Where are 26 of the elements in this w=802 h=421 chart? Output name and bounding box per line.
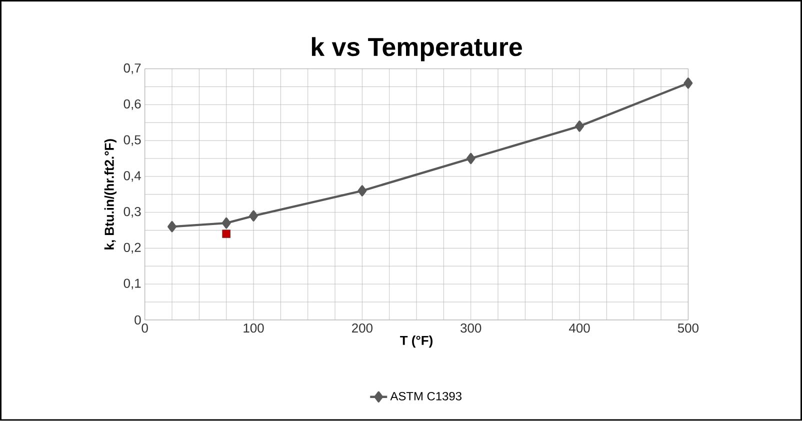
y-tick-label: 0,1 <box>124 278 141 290</box>
legend-label: ASTM C1393 <box>390 392 462 401</box>
chart-title: k vs Temperature <box>312 37 522 62</box>
x-tick-label: 100 <box>244 324 264 333</box>
point <box>684 78 693 89</box>
point <box>222 218 231 229</box>
x-tick-label: 200 <box>352 324 372 333</box>
y-tick-label: 0,4 <box>124 171 141 182</box>
y-axis-title: k, Btu.in/(hr.ft2.°F) <box>104 139 116 250</box>
point <box>466 153 476 164</box>
point <box>168 221 176 232</box>
y-tick-label: 0,5 <box>124 135 141 146</box>
x-axis-title: T (°F) <box>400 336 432 348</box>
y-tick-label: 0 <box>134 315 141 325</box>
x-tick-label: 400 <box>569 324 590 333</box>
y-tick-label: 0,2 <box>124 242 141 254</box>
x-tick-label: 0 <box>142 324 148 333</box>
point <box>249 210 258 222</box>
y-tick-label: 0,7 <box>124 64 141 74</box>
point <box>358 185 367 196</box>
point <box>222 230 231 238</box>
x-tick-label: 500 <box>678 324 698 333</box>
y-tick-label: 0,3 <box>124 207 141 218</box>
point <box>575 120 584 132</box>
y-tick-label: 0,6 <box>124 99 141 110</box>
x-tick-label: 300 <box>460 324 482 333</box>
